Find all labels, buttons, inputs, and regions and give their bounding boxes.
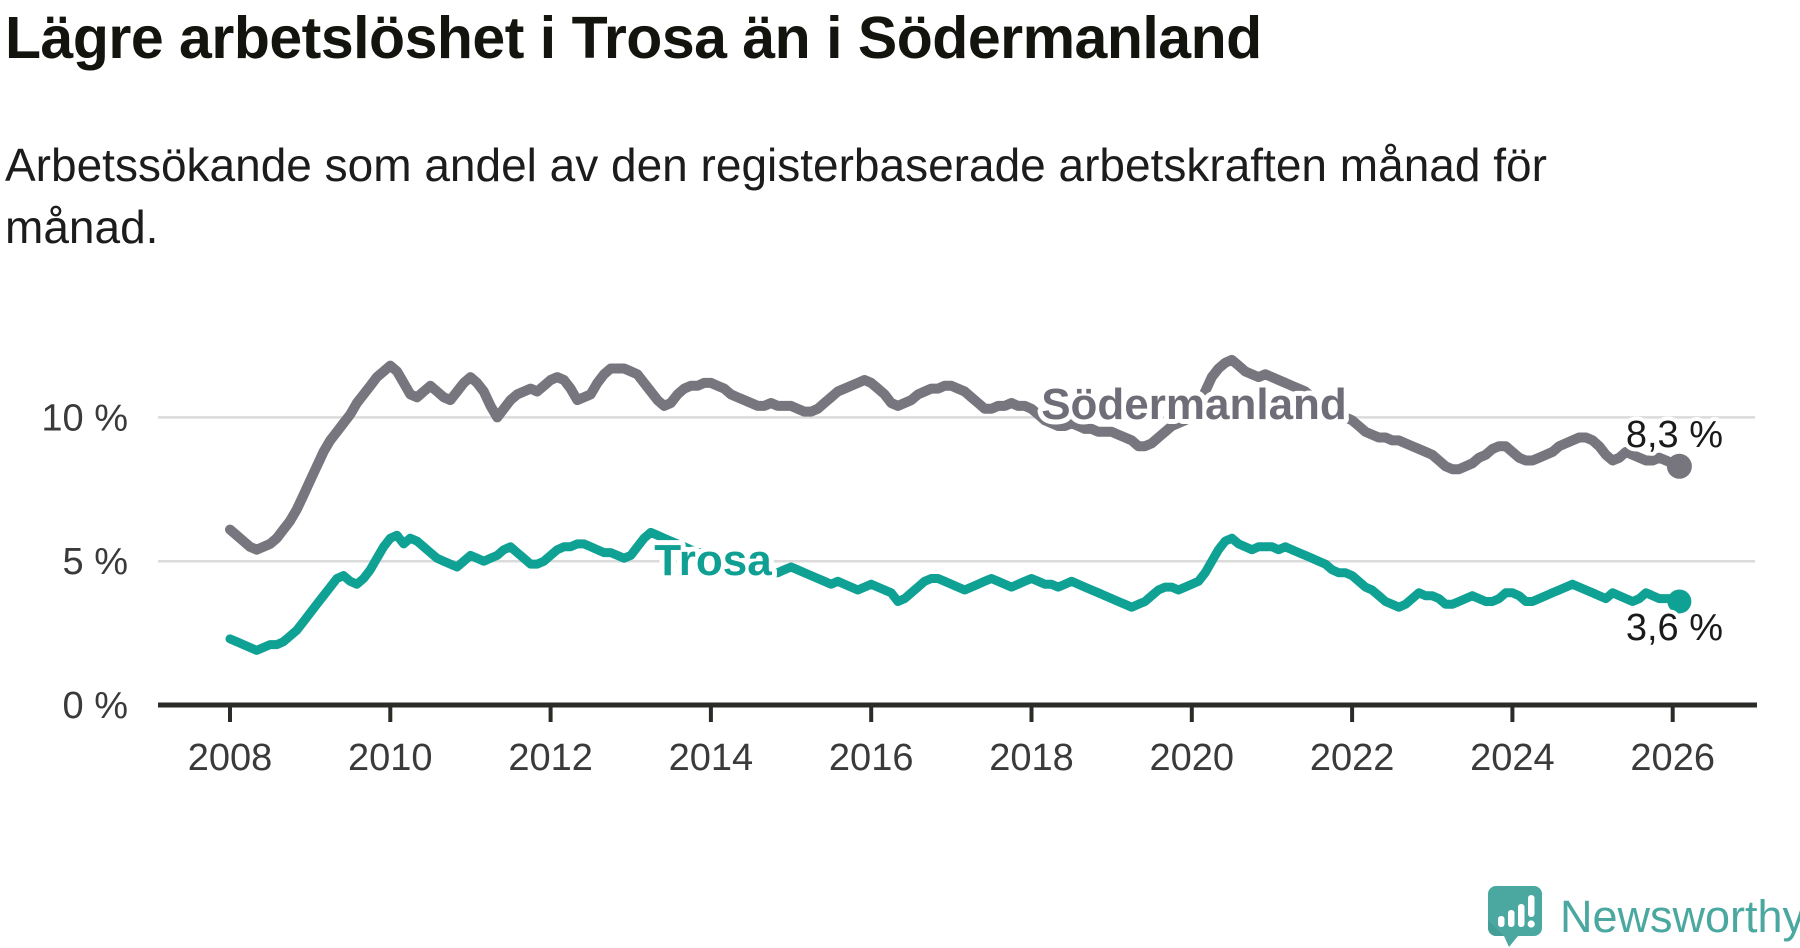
y-axis-tick-label-0: 0 % xyxy=(63,685,128,727)
end-value-label-sodermanland: 8,3 % xyxy=(1626,414,1723,456)
page-title: Lägre arbetslöshet i Trosa än i Söderman… xyxy=(5,5,1262,71)
x-axis-tick-label-2008: 2008 xyxy=(188,737,273,779)
newsworthy-logo: Newsworthy xyxy=(1488,886,1800,948)
x-axis-tick-label-2022: 2022 xyxy=(1310,737,1395,779)
x-axis-tick-label-2016: 2016 xyxy=(829,737,914,779)
y-axis-tick-label-5: 5 % xyxy=(63,541,128,583)
x-axis-tick-label-2012: 2012 xyxy=(508,737,593,779)
y-axis-tick-label-10: 10 % xyxy=(41,397,128,439)
series-end-dot-trosa xyxy=(1667,589,1692,614)
x-axis-tick-label-2024: 2024 xyxy=(1470,737,1555,779)
x-axis-tick-label-2018: 2018 xyxy=(989,737,1074,779)
x-axis-tick-label-2010: 2010 xyxy=(348,737,433,779)
x-axis-tick-label-2026: 2026 xyxy=(1630,737,1715,779)
chart-subtitle: Arbetssökande som andel av den registerb… xyxy=(5,134,1547,258)
series-line-trosa xyxy=(225,527,1684,655)
x-axis-tick-label-2020: 2020 xyxy=(1150,737,1235,779)
newsworthy-speech-bubble-chart-icon xyxy=(1488,886,1542,947)
brand-name: Newsworthy xyxy=(1560,891,1800,942)
subtitle-line-1: Arbetssökande som andel av den registerb… xyxy=(5,139,1547,191)
x-axis-tick-label-2014: 2014 xyxy=(669,737,754,779)
subtitle-line-2: månad. xyxy=(5,201,159,253)
series-end-dot-sodermanland xyxy=(1666,453,1692,479)
end-value-label-trosa: 3,6 % xyxy=(1626,607,1723,649)
series-label-trosa: Trosa xyxy=(654,536,772,585)
series-line-sodermanland xyxy=(225,354,1685,555)
series-label-sodermanland: Södermanland xyxy=(1041,380,1347,429)
